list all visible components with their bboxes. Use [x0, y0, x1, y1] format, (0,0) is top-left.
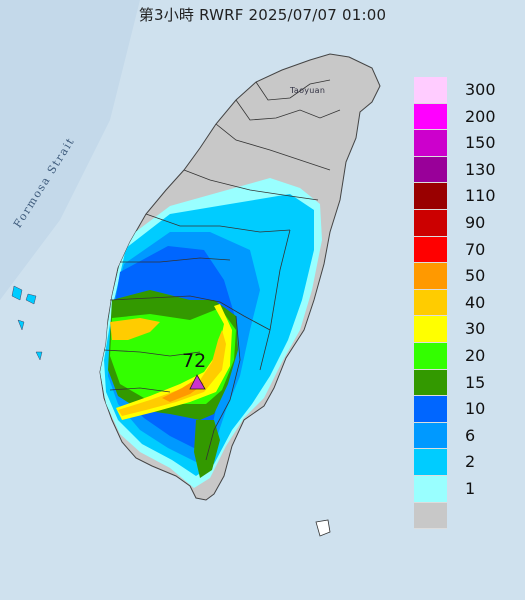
max-rainfall-value: 72 [182, 350, 207, 372]
legend-swatch [414, 369, 447, 397]
county-boundaries [103, 79, 341, 461]
legend-row: 15 [414, 369, 514, 397]
city-label: Taoyuan [290, 86, 326, 95]
legend-row: 10 [414, 396, 514, 423]
rain-band-70mm [110, 318, 160, 340]
legend-row: 20 [414, 342, 514, 370]
legend-label: 2 [465, 452, 476, 472]
legend-row: 6 [414, 422, 514, 450]
legend-row: 50 [414, 263, 514, 290]
legend-row: 150 [414, 130, 514, 157]
legend-swatch [414, 77, 447, 104]
legend-swatch [414, 130, 447, 157]
legend-label: 15 [465, 372, 486, 392]
legend-label: 40 [465, 292, 486, 312]
legend-row: 130 [414, 156, 514, 184]
legend-swatch [414, 209, 447, 237]
legend-swatch [414, 183, 447, 210]
rain-band-south [194, 420, 220, 478]
legend-row: 200 [414, 103, 514, 131]
legend-swatch [414, 502, 447, 530]
legend-row: 40 [414, 289, 514, 317]
legend-row: 90 [414, 209, 514, 237]
max-rainfall-marker [189, 374, 206, 390]
ocean-shade [0, 0, 140, 300]
legend-label: 20 [465, 345, 486, 365]
legend-label: 200 [465, 106, 496, 126]
legend-row: 70 [414, 236, 514, 264]
legend-row: 1 [414, 475, 514, 503]
legend-label: 30 [465, 319, 486, 339]
rainfall-legend: 300 200 150 130 110 90 70 50 40 30 20 15… [414, 77, 514, 530]
legend-swatch [414, 422, 447, 450]
legend-row [414, 502, 514, 530]
green-island [315, 519, 331, 537]
legend-swatch [414, 263, 447, 290]
legend-label: 6 [465, 425, 476, 445]
legend-label: 130 [465, 159, 496, 179]
legend-swatch [414, 316, 447, 343]
legend-swatch [414, 475, 447, 503]
legend-swatch [414, 156, 447, 184]
legend-label: 70 [465, 239, 486, 259]
legend-label: 90 [465, 212, 486, 232]
legend-label: 50 [465, 266, 486, 286]
legend-row: 30 [414, 316, 514, 343]
legend-row: 110 [414, 183, 514, 210]
legend-row: 300 [414, 77, 514, 104]
legend-swatch [414, 449, 447, 476]
legend-swatch [414, 289, 447, 317]
map-title: 第3小時 RWRF 2025/07/07 01:00 [138, 6, 387, 24]
legend-swatch [414, 396, 447, 423]
legend-swatch [414, 103, 447, 131]
legend-label: 1 [465, 478, 476, 498]
legend-label: 10 [465, 399, 486, 419]
legend-swatch [414, 236, 447, 264]
legend-label: 110 [465, 186, 496, 206]
legend-row: 2 [414, 449, 514, 476]
legend-label: 300 [465, 80, 496, 99]
legend-swatch [414, 342, 447, 370]
penghu-islands [11, 285, 43, 361]
legend-label: 150 [465, 133, 496, 153]
